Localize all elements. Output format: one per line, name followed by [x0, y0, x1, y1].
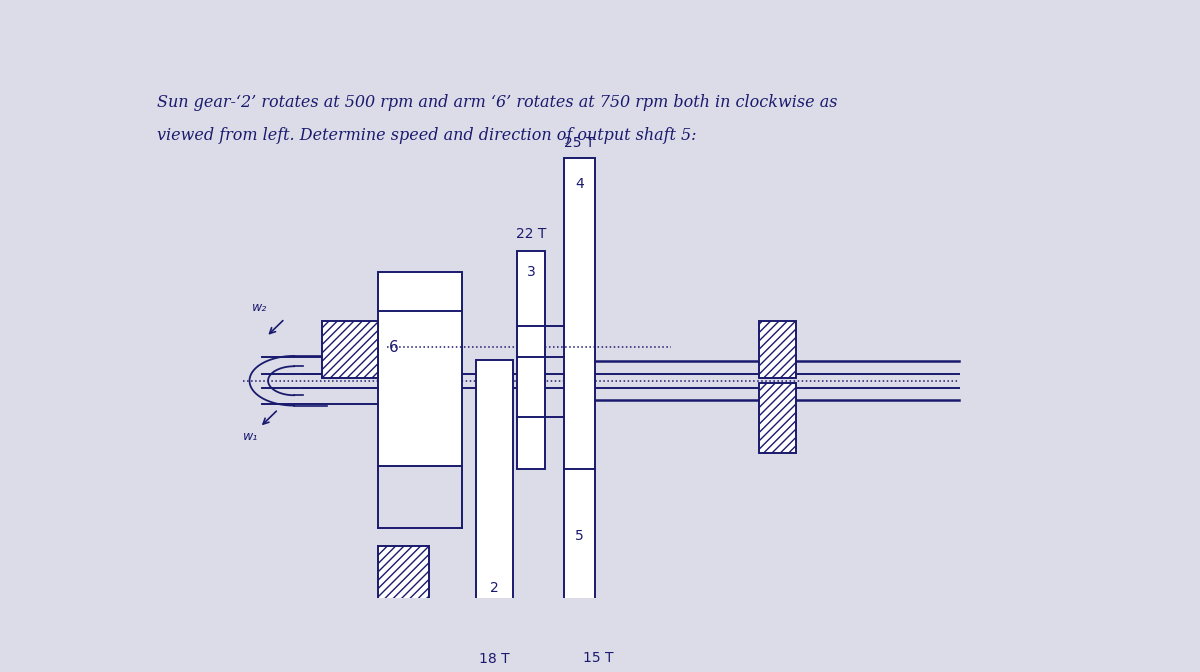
Bar — [322, 321, 378, 378]
Text: w₂: w₂ — [252, 301, 268, 314]
Text: w₁: w₁ — [242, 430, 258, 444]
Text: 3: 3 — [527, 265, 535, 279]
Bar — [517, 251, 545, 469]
Text: 6: 6 — [389, 339, 398, 355]
Bar — [475, 360, 512, 640]
Text: 2: 2 — [490, 581, 498, 595]
Text: viewed from left. Determine speed and direction of output shaft 5:: viewed from left. Determine speed and di… — [157, 127, 697, 144]
Text: 18 T: 18 T — [479, 653, 510, 667]
Bar — [378, 546, 430, 606]
Bar — [760, 383, 797, 453]
Text: 4: 4 — [575, 177, 583, 191]
Bar — [760, 321, 797, 378]
Bar — [564, 159, 594, 640]
Text: 15 T: 15 T — [582, 651, 613, 665]
Text: 5: 5 — [575, 529, 583, 543]
Bar — [378, 272, 462, 466]
Text: 25 T: 25 T — [564, 136, 594, 151]
Text: Sun gear-‘2’ rotates at 500 rpm and arm ‘6’ rotates at 750 rpm both in clockwise: Sun gear-‘2’ rotates at 500 rpm and arm … — [157, 93, 838, 111]
Text: 22 T: 22 T — [516, 227, 546, 241]
